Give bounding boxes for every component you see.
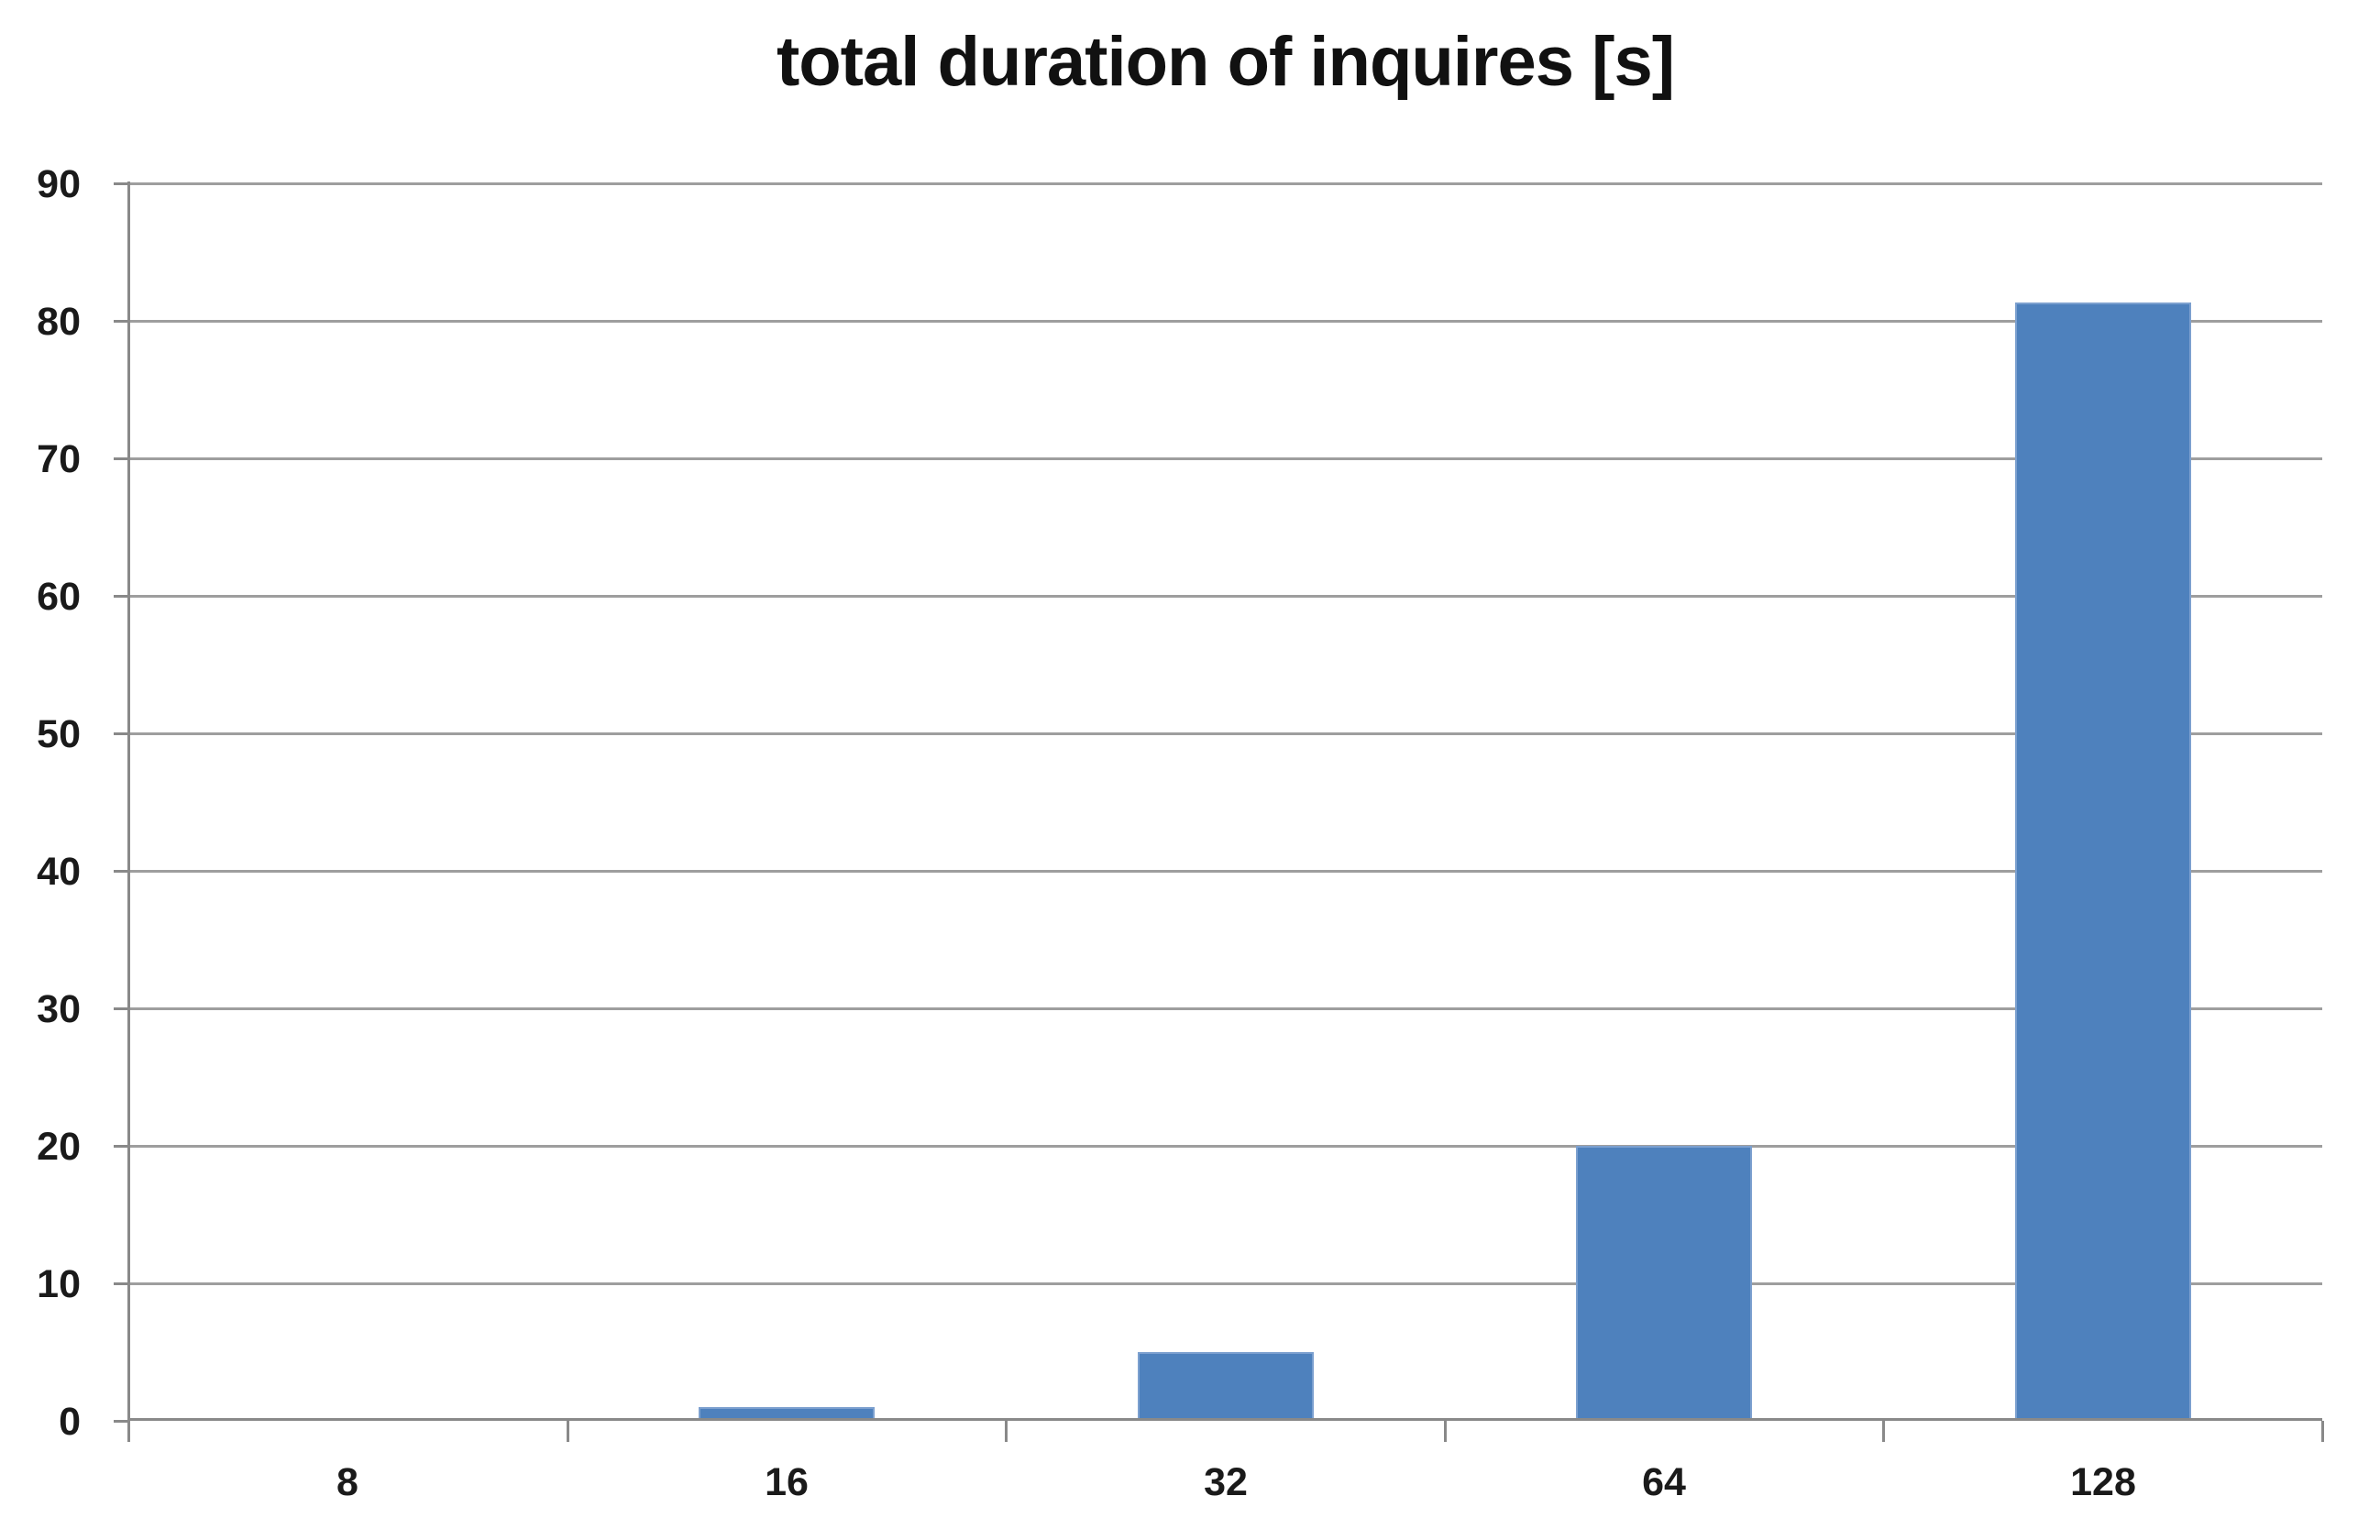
x-tick-label-32: 32 (1204, 1460, 1248, 1504)
x-tick-label-16: 16 (765, 1460, 809, 1504)
gridline-60 (128, 595, 2322, 598)
x-tick-4 (1882, 1421, 1885, 1442)
x-tick-label-8: 8 (336, 1460, 358, 1504)
x-tick-label-64: 64 (1642, 1460, 1686, 1504)
x-tick-0 (127, 1421, 130, 1442)
y-tick-10 (114, 1282, 127, 1285)
y-tick-30 (114, 1007, 127, 1010)
y-tick-label-70: 70 (37, 437, 81, 481)
gridline-20 (128, 1145, 2322, 1148)
bar-128 (2015, 302, 2191, 1421)
y-tick-label-10: 10 (37, 1262, 81, 1306)
gridline-30 (128, 1007, 2322, 1010)
gridline-70 (128, 457, 2322, 460)
gridline-90 (128, 182, 2322, 185)
y-axis-line (127, 182, 130, 1440)
gridline-80 (128, 320, 2322, 323)
y-tick-0 (114, 1420, 127, 1423)
gridline-10 (128, 1282, 2322, 1285)
x-axis-line (128, 1418, 2322, 1421)
x-tick-label-128: 128 (2070, 1460, 2136, 1504)
gridline-50 (128, 732, 2322, 735)
chart-title: total duration of inquires [s] (776, 23, 1675, 101)
x-tick-2 (1005, 1421, 1008, 1442)
x-tick-3 (1444, 1421, 1447, 1442)
y-tick-60 (114, 595, 127, 598)
x-tick-1 (567, 1421, 569, 1442)
y-tick-label-0: 0 (59, 1400, 81, 1444)
y-tick-20 (114, 1145, 127, 1148)
gridline-40 (128, 870, 2322, 873)
bar-32 (1138, 1352, 1314, 1421)
y-tick-label-30: 30 (37, 987, 81, 1031)
y-tick-label-50: 50 (37, 712, 81, 756)
y-tick-70 (114, 457, 127, 460)
y-tick-50 (114, 732, 127, 735)
y-tick-label-20: 20 (37, 1125, 81, 1169)
y-tick-label-40: 40 (37, 850, 81, 894)
y-tick-label-90: 90 (37, 162, 81, 206)
y-tick-40 (114, 870, 127, 873)
y-tick-80 (114, 320, 127, 323)
y-tick-label-60: 60 (37, 575, 81, 619)
bar-64 (1576, 1146, 1752, 1421)
y-tick-90 (114, 182, 127, 185)
y-tick-label-80: 80 (37, 300, 81, 344)
plot-area (114, 182, 2324, 1442)
x-tick-5 (2321, 1421, 2324, 1442)
